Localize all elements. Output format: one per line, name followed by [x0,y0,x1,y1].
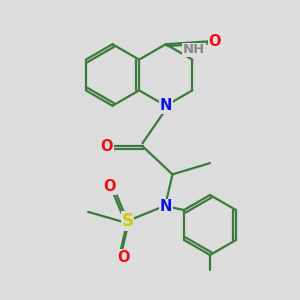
Text: O: O [208,34,221,49]
Text: S: S [122,212,134,230]
Text: O: O [100,139,113,154]
Text: N: N [160,98,172,113]
Text: NH: NH [183,44,206,56]
Text: N: N [160,200,172,214]
Text: O: O [103,179,116,194]
Text: O: O [117,250,129,265]
